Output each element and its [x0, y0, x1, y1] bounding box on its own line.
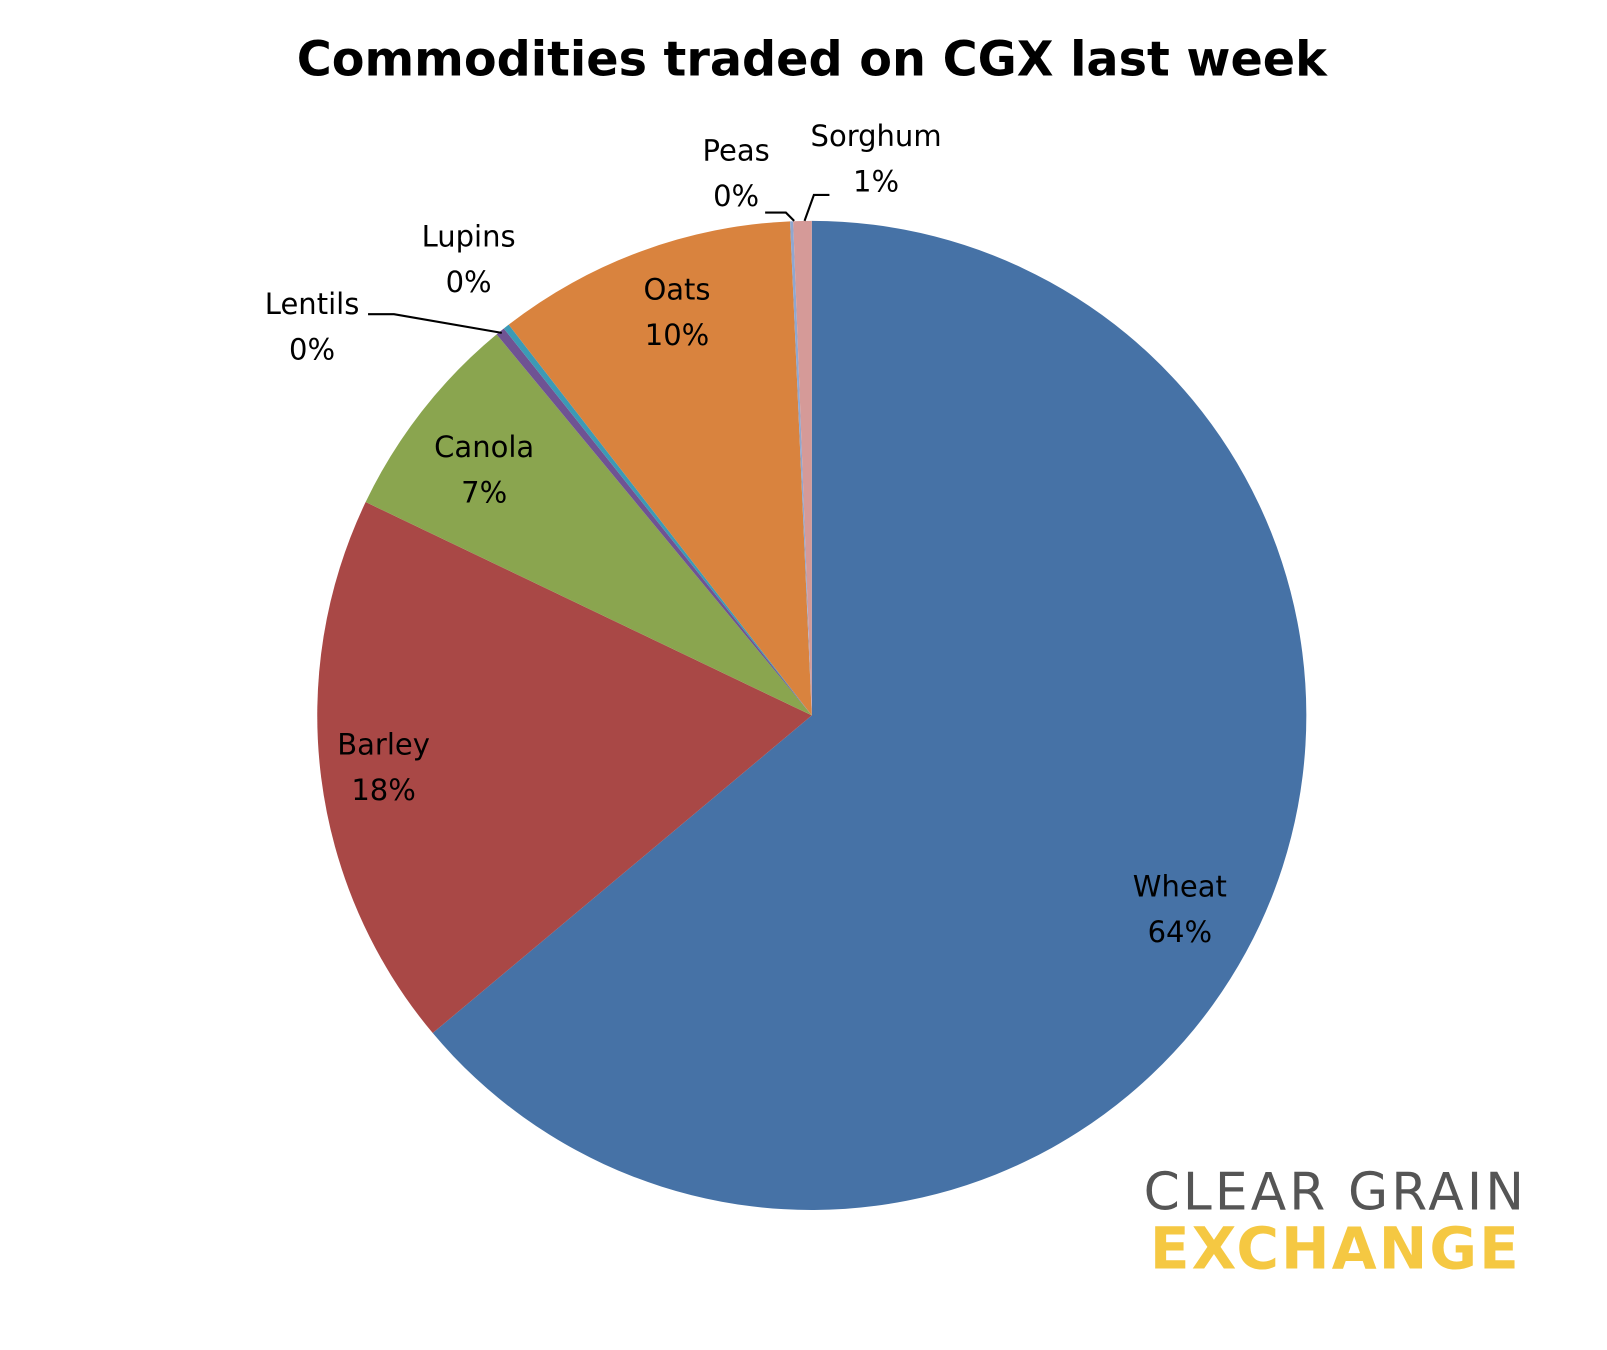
pie-slice [503, 324, 812, 716]
slice-value-label: 0% [289, 333, 335, 367]
slice-value-label: 0% [446, 265, 492, 299]
logo-line1: CLEAR GRAIN [1144, 1162, 1528, 1222]
slice-label: Lupins [422, 220, 516, 254]
logo-line2: EXCHANGE [1150, 1215, 1521, 1283]
pie-slice [317, 502, 812, 1034]
leader-line [368, 313, 502, 334]
slice-value-label: 0% [713, 179, 759, 213]
pie-slice [365, 334, 812, 716]
slice-label: Oats [643, 272, 710, 306]
pie-slice [432, 220, 1307, 1210]
slice-value-label: 18% [351, 773, 416, 807]
slice-label: Wheat [1133, 870, 1227, 904]
slice-value-label: 7% [461, 476, 507, 510]
slice-label: Lentils [265, 287, 360, 321]
leader-line [803, 193, 830, 222]
slice-label: Peas [703, 133, 770, 167]
chart-title: Commodities traded on CGX last week [297, 32, 1328, 87]
pie-slice [496, 328, 812, 716]
pie-slice [790, 221, 812, 716]
slice-label: Sorghum [811, 119, 942, 153]
slice-label: Barley [337, 728, 430, 762]
pie-slice [793, 220, 812, 716]
pie-slice [508, 221, 812, 716]
leader-line [765, 211, 795, 222]
slice-label: Canola [434, 430, 534, 464]
slice-value-label: 10% [645, 318, 710, 352]
slice-value-label: 64% [1148, 915, 1213, 949]
slice-value-label: 1% [853, 165, 899, 199]
